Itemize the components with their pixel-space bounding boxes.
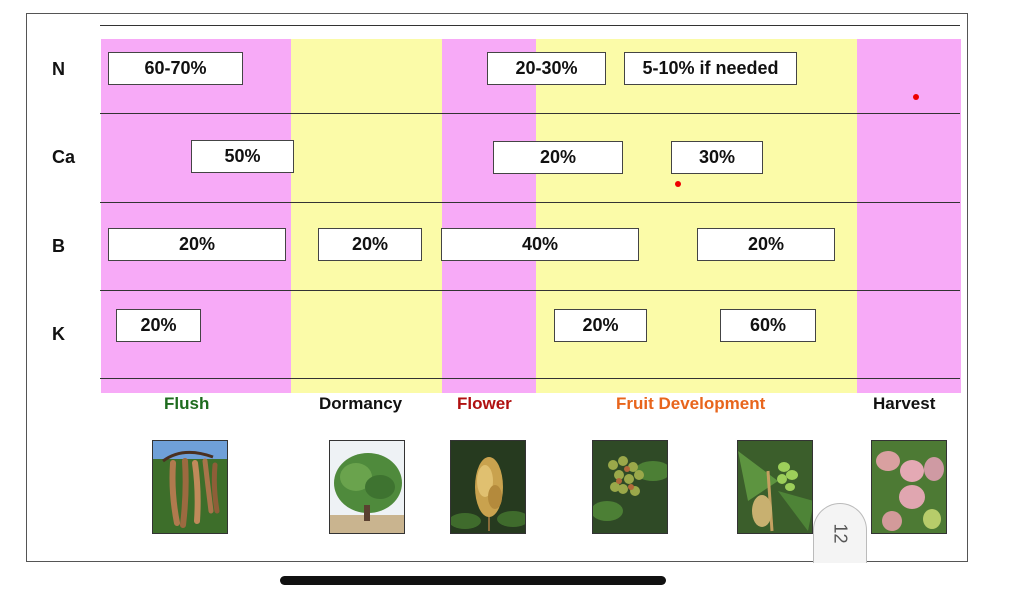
grid-line-3	[100, 290, 960, 291]
stage-label-fruit-development: Fruit Development	[616, 394, 766, 413]
b-box-4: 20%	[697, 228, 835, 261]
grid-line-bottom	[100, 378, 960, 379]
row-label-ca: Ca	[52, 147, 76, 167]
b-box-3: 40%	[441, 228, 639, 261]
row-label-k: K	[52, 324, 65, 344]
mango-photo	[871, 440, 947, 534]
ca-box-1: 50%	[191, 140, 294, 173]
tree-photo	[329, 440, 405, 534]
harvest-band	[857, 39, 961, 393]
k-box-2: 20%	[554, 309, 647, 342]
fruitlets-photo	[592, 440, 668, 534]
n-box-1: 60-70%	[108, 52, 243, 85]
stage-label-flush: Flush	[164, 394, 210, 413]
page-number-tab[interactable]: 12	[813, 503, 867, 563]
red-dot-marker	[675, 181, 681, 187]
grid-line-1	[100, 113, 960, 114]
n-box-3: 5-10% if needed	[624, 52, 797, 85]
n-box-2: 20-30%	[487, 52, 606, 85]
grid-line-2	[100, 202, 960, 203]
ca-box-3: 30%	[671, 141, 763, 174]
b-box-2: 20%	[318, 228, 422, 261]
grid-line-top	[100, 25, 960, 26]
flower-photo	[450, 440, 526, 534]
home-indicator[interactable]	[280, 576, 666, 585]
stage-label-flower: Flower	[457, 394, 512, 413]
ca-box-2: 20%	[493, 141, 623, 174]
pods-photo	[152, 440, 228, 534]
young-fruit-photo	[737, 440, 813, 534]
row-label-n: N	[52, 59, 65, 79]
b-box-1: 20%	[108, 228, 286, 261]
stage-label-harvest: Harvest	[873, 394, 936, 413]
dormancy-band	[291, 39, 442, 393]
stage-label-dormancy: Dormancy	[319, 394, 403, 413]
k-box-1: 20%	[116, 309, 201, 342]
red-dot-marker	[913, 94, 919, 100]
row-label-b: B	[52, 236, 65, 256]
page-number: 12	[830, 523, 851, 544]
flower-band	[442, 39, 536, 393]
k-box-3: 60%	[720, 309, 816, 342]
